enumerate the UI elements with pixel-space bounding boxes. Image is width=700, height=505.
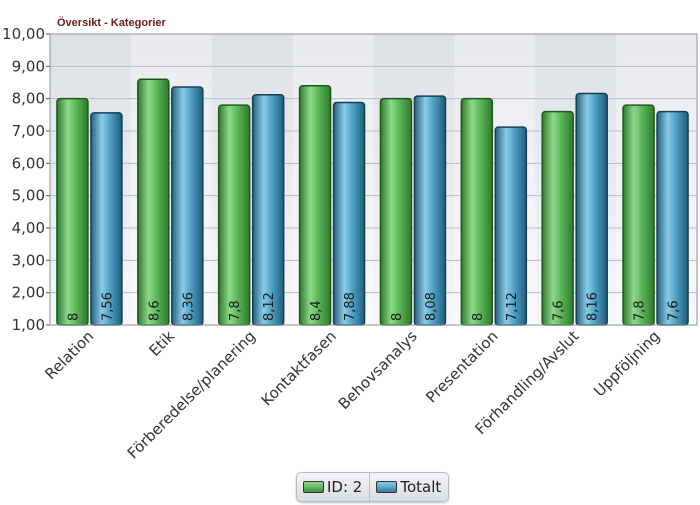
y-tick-label: 9,00 (12, 57, 45, 75)
x-tick-label: Behovsanalys (335, 327, 421, 413)
y-tick-label: 2,00 (12, 284, 45, 302)
x-tick-label: Relation (41, 327, 97, 383)
y-tick-label: 5,00 (12, 187, 45, 205)
bar-id2[interactable] (56, 97, 89, 326)
bar-totalt[interactable] (171, 86, 204, 326)
y-tick-label: 10,00 (2, 25, 45, 43)
y-tick-label: 6,00 (12, 154, 45, 172)
data-label: 8 (390, 313, 405, 321)
data-label: 7,8 (228, 300, 243, 321)
data-label: 8 (471, 313, 486, 321)
y-tick-label: 3,00 (12, 251, 45, 269)
bar-totalt[interactable] (575, 92, 608, 326)
bar-id2[interactable] (379, 97, 413, 326)
bar-id2[interactable] (298, 84, 332, 326)
legend-item-id2[interactable]: ID: 2 (297, 473, 369, 501)
x-tick-label: Kontaktfasen (258, 327, 340, 409)
x-tick-label: Uppföljning (590, 327, 663, 400)
bar-id2[interactable] (137, 78, 170, 326)
bar-id2[interactable] (217, 104, 251, 326)
data-label: 8,16 (586, 292, 601, 321)
y-tick-label: 4,00 (12, 219, 45, 237)
data-label: 7,88 (343, 292, 358, 321)
legend-label: ID: 2 (327, 478, 363, 496)
data-label: 7,56 (100, 292, 115, 321)
legend-item-totalt[interactable]: Totalt (369, 473, 448, 501)
data-label: 8,4 (309, 300, 324, 321)
legend-swatch-green (303, 481, 324, 493)
data-label: 8,08 (424, 292, 439, 321)
bar-totalt[interactable] (413, 95, 447, 326)
bar-totalt[interactable] (656, 110, 689, 326)
legend-label: Totalt (400, 478, 442, 496)
data-label: 7,12 (505, 292, 520, 321)
chart-legend: ID: 2 Totalt (296, 472, 450, 502)
legend-swatch-blue (376, 481, 398, 493)
bar-id2[interactable] (460, 97, 494, 326)
plot-border (49, 33, 698, 326)
data-label: 7,8 (633, 300, 648, 321)
data-label: 8,6 (147, 300, 162, 321)
chart-title: Översikt - Kategorier (57, 17, 166, 29)
bar-totalt[interactable] (251, 94, 285, 326)
data-label: 7,6 (667, 300, 682, 321)
bar-id2[interactable] (622, 104, 655, 326)
data-label: 8 (66, 313, 81, 321)
x-tick-label: Etik (145, 327, 178, 360)
x-tick-label: Förberedelse/planering (124, 327, 259, 462)
data-label: 8,12 (262, 292, 277, 321)
y-tick-label: 7,00 (12, 122, 45, 140)
y-tick-label: 1,00 (12, 316, 45, 334)
y-tick-label: 8,00 (12, 90, 45, 108)
bar-id2[interactable] (541, 110, 574, 326)
x-tick-label: Presentation (422, 327, 501, 406)
bar-totalt[interactable] (332, 101, 366, 326)
data-label: 8,36 (181, 292, 196, 321)
data-label: 7,6 (552, 300, 567, 321)
